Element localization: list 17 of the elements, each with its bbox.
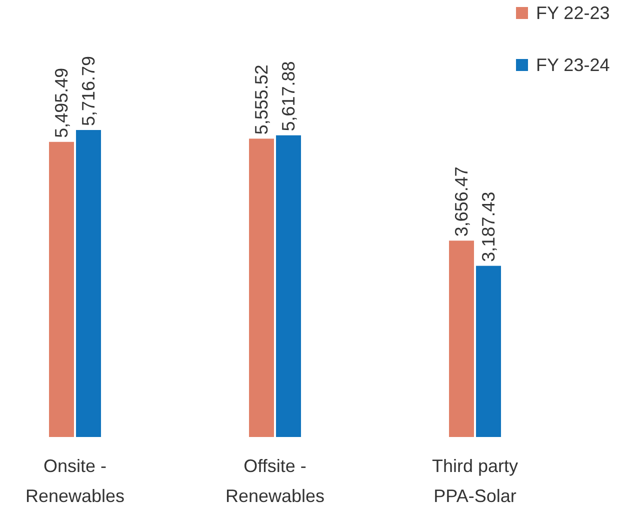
data-label: 3,656.47 <box>452 166 472 237</box>
bar <box>476 266 501 437</box>
bar <box>276 135 301 437</box>
bar <box>76 130 101 437</box>
legend-label: FY 23-24 <box>536 55 610 75</box>
x-tick-label: Third party PPA-Solar <box>432 456 518 506</box>
data-label: 5,716.79 <box>78 56 98 126</box>
bar <box>49 142 74 437</box>
data-label: 5,617.88 <box>278 61 298 132</box>
data-label: 5,555.52 <box>252 64 272 135</box>
bar <box>449 240 474 437</box>
data-label: 5,495.49 <box>52 68 72 138</box>
x-tick-label: Onsite - Renewables <box>25 456 125 506</box>
data-label: 3,187.43 <box>478 192 498 262</box>
bar <box>249 138 274 437</box>
legend-label: FY 22-23 <box>536 3 610 23</box>
x-tick-label: Offsite - Renewables <box>225 456 325 506</box>
